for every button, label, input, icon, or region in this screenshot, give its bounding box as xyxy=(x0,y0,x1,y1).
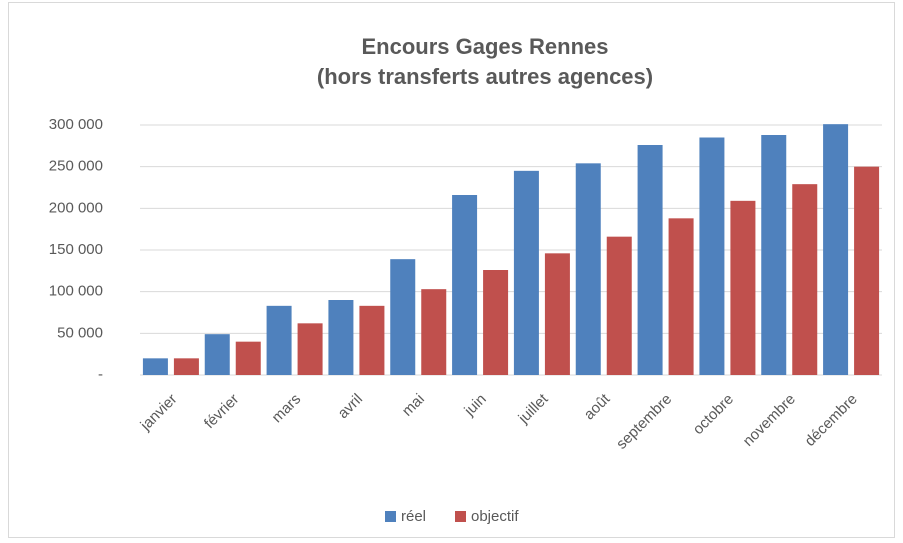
bar xyxy=(390,259,416,375)
bar xyxy=(668,218,694,375)
y-tick-label: 200 000 xyxy=(49,199,103,216)
bar xyxy=(792,184,818,375)
bar xyxy=(483,270,509,375)
legend-swatch xyxy=(455,511,466,522)
bar xyxy=(421,289,447,375)
bar xyxy=(173,358,199,375)
y-tick-label: 250 000 xyxy=(49,158,103,175)
bar xyxy=(204,334,230,375)
chart-title: Encours Gages Rennes xyxy=(362,34,609,59)
bar xyxy=(854,166,880,375)
bar xyxy=(637,145,663,375)
bar xyxy=(575,163,601,375)
bar xyxy=(328,300,354,375)
y-tick-label: 300 000 xyxy=(49,116,103,133)
bar xyxy=(297,323,323,375)
legend-label: réel xyxy=(401,508,426,525)
bar xyxy=(513,170,539,375)
bar xyxy=(266,305,292,375)
y-tick-label: 50 000 xyxy=(57,324,103,341)
bar xyxy=(544,253,570,375)
bar xyxy=(359,305,385,375)
y-tick-label: - xyxy=(98,366,103,383)
legend-label: objectif xyxy=(471,508,519,525)
bar xyxy=(699,137,725,375)
chart-title: (hors transferts autres agences) xyxy=(317,64,653,89)
bar xyxy=(235,341,261,375)
bar xyxy=(606,236,632,375)
y-tick-label: 100 000 xyxy=(49,283,103,300)
bar xyxy=(452,195,478,375)
bar xyxy=(730,200,756,375)
legend-swatch xyxy=(385,511,396,522)
y-tick-label: 150 000 xyxy=(49,241,103,258)
bar xyxy=(142,358,168,375)
bar xyxy=(823,124,849,376)
bar xyxy=(761,135,787,375)
